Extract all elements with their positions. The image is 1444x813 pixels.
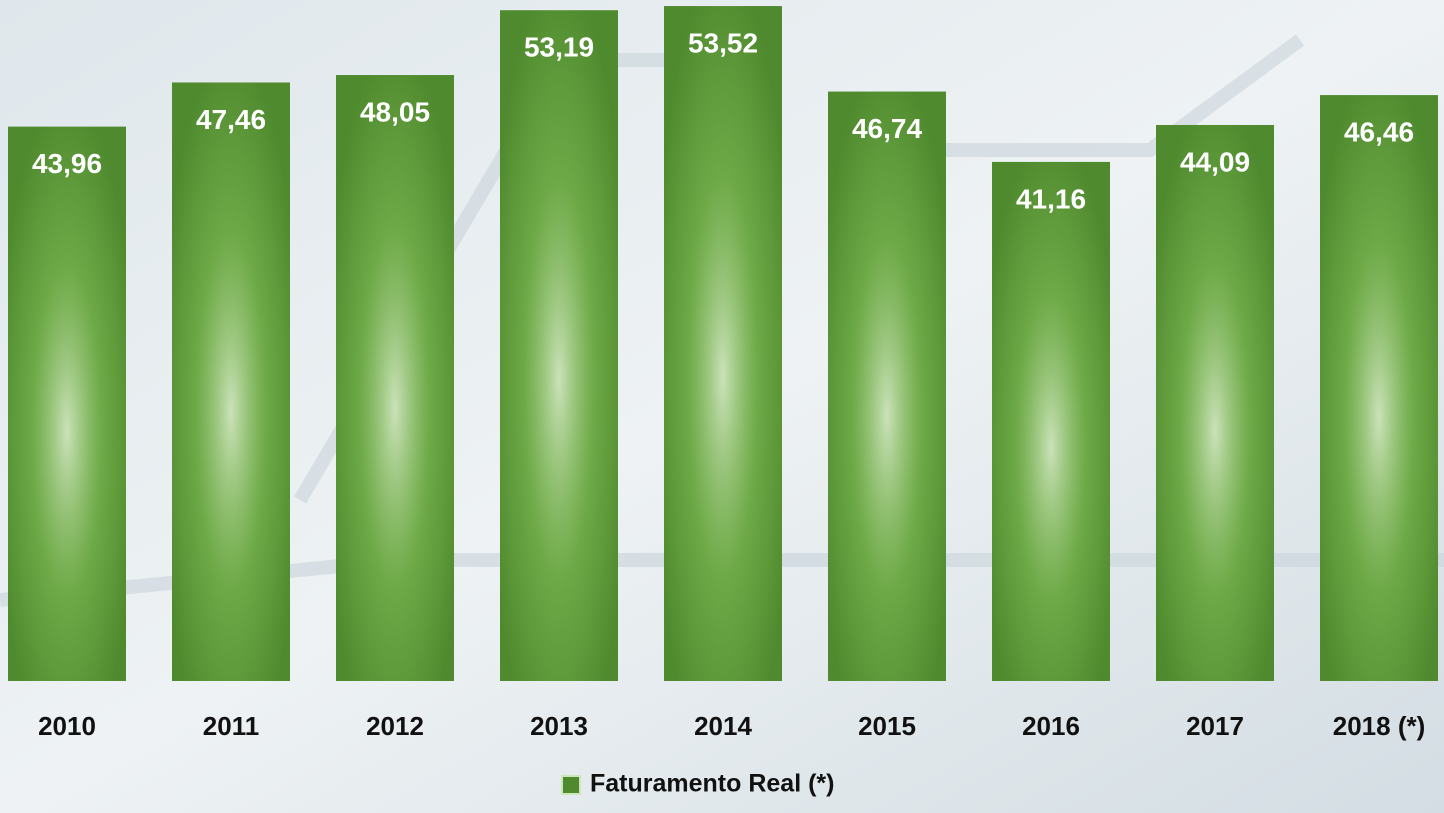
bar-highlight [1320, 95, 1438, 681]
data-label: 46,74 [852, 113, 922, 144]
bar-highlight [992, 162, 1110, 681]
data-label: 44,09 [1180, 146, 1250, 177]
bar-highlight [828, 92, 946, 681]
x-tick-label: 2017 [1186, 711, 1244, 741]
legend-label: Faturamento Real (*) [590, 770, 834, 798]
bar-highlight [8, 127, 126, 681]
data-label: 43,96 [32, 148, 102, 179]
x-tick-label: 2012 [366, 711, 424, 741]
bar-highlight [172, 82, 290, 681]
bar-highlight [336, 75, 454, 681]
data-label: 47,46 [196, 104, 266, 135]
data-label: 53,52 [688, 27, 758, 58]
x-tick-label: 2010 [38, 711, 96, 741]
x-tick-label: 2011 [203, 711, 259, 741]
data-label: 48,05 [360, 96, 430, 127]
legend-swatch [562, 776, 580, 794]
bar-highlight [500, 10, 618, 681]
x-tick-label: 2016 [1022, 711, 1080, 741]
data-label: 53,19 [524, 32, 594, 63]
x-tick-label: 2013 [530, 711, 588, 741]
data-label: 46,46 [1344, 116, 1414, 147]
x-tick-label: 2018 (*) [1333, 711, 1426, 741]
chart: 2010 2011 2012 2013 2014 2015 2016 2017 2018 (*)… [0, 0, 1444, 813]
data-label: 41,16 [1016, 183, 1086, 214]
x-tick-label: 2014 [694, 711, 752, 741]
bar-highlight [664, 6, 782, 681]
bar-highlight [1156, 125, 1274, 681]
x-tick-label: 2015 [858, 711, 916, 741]
